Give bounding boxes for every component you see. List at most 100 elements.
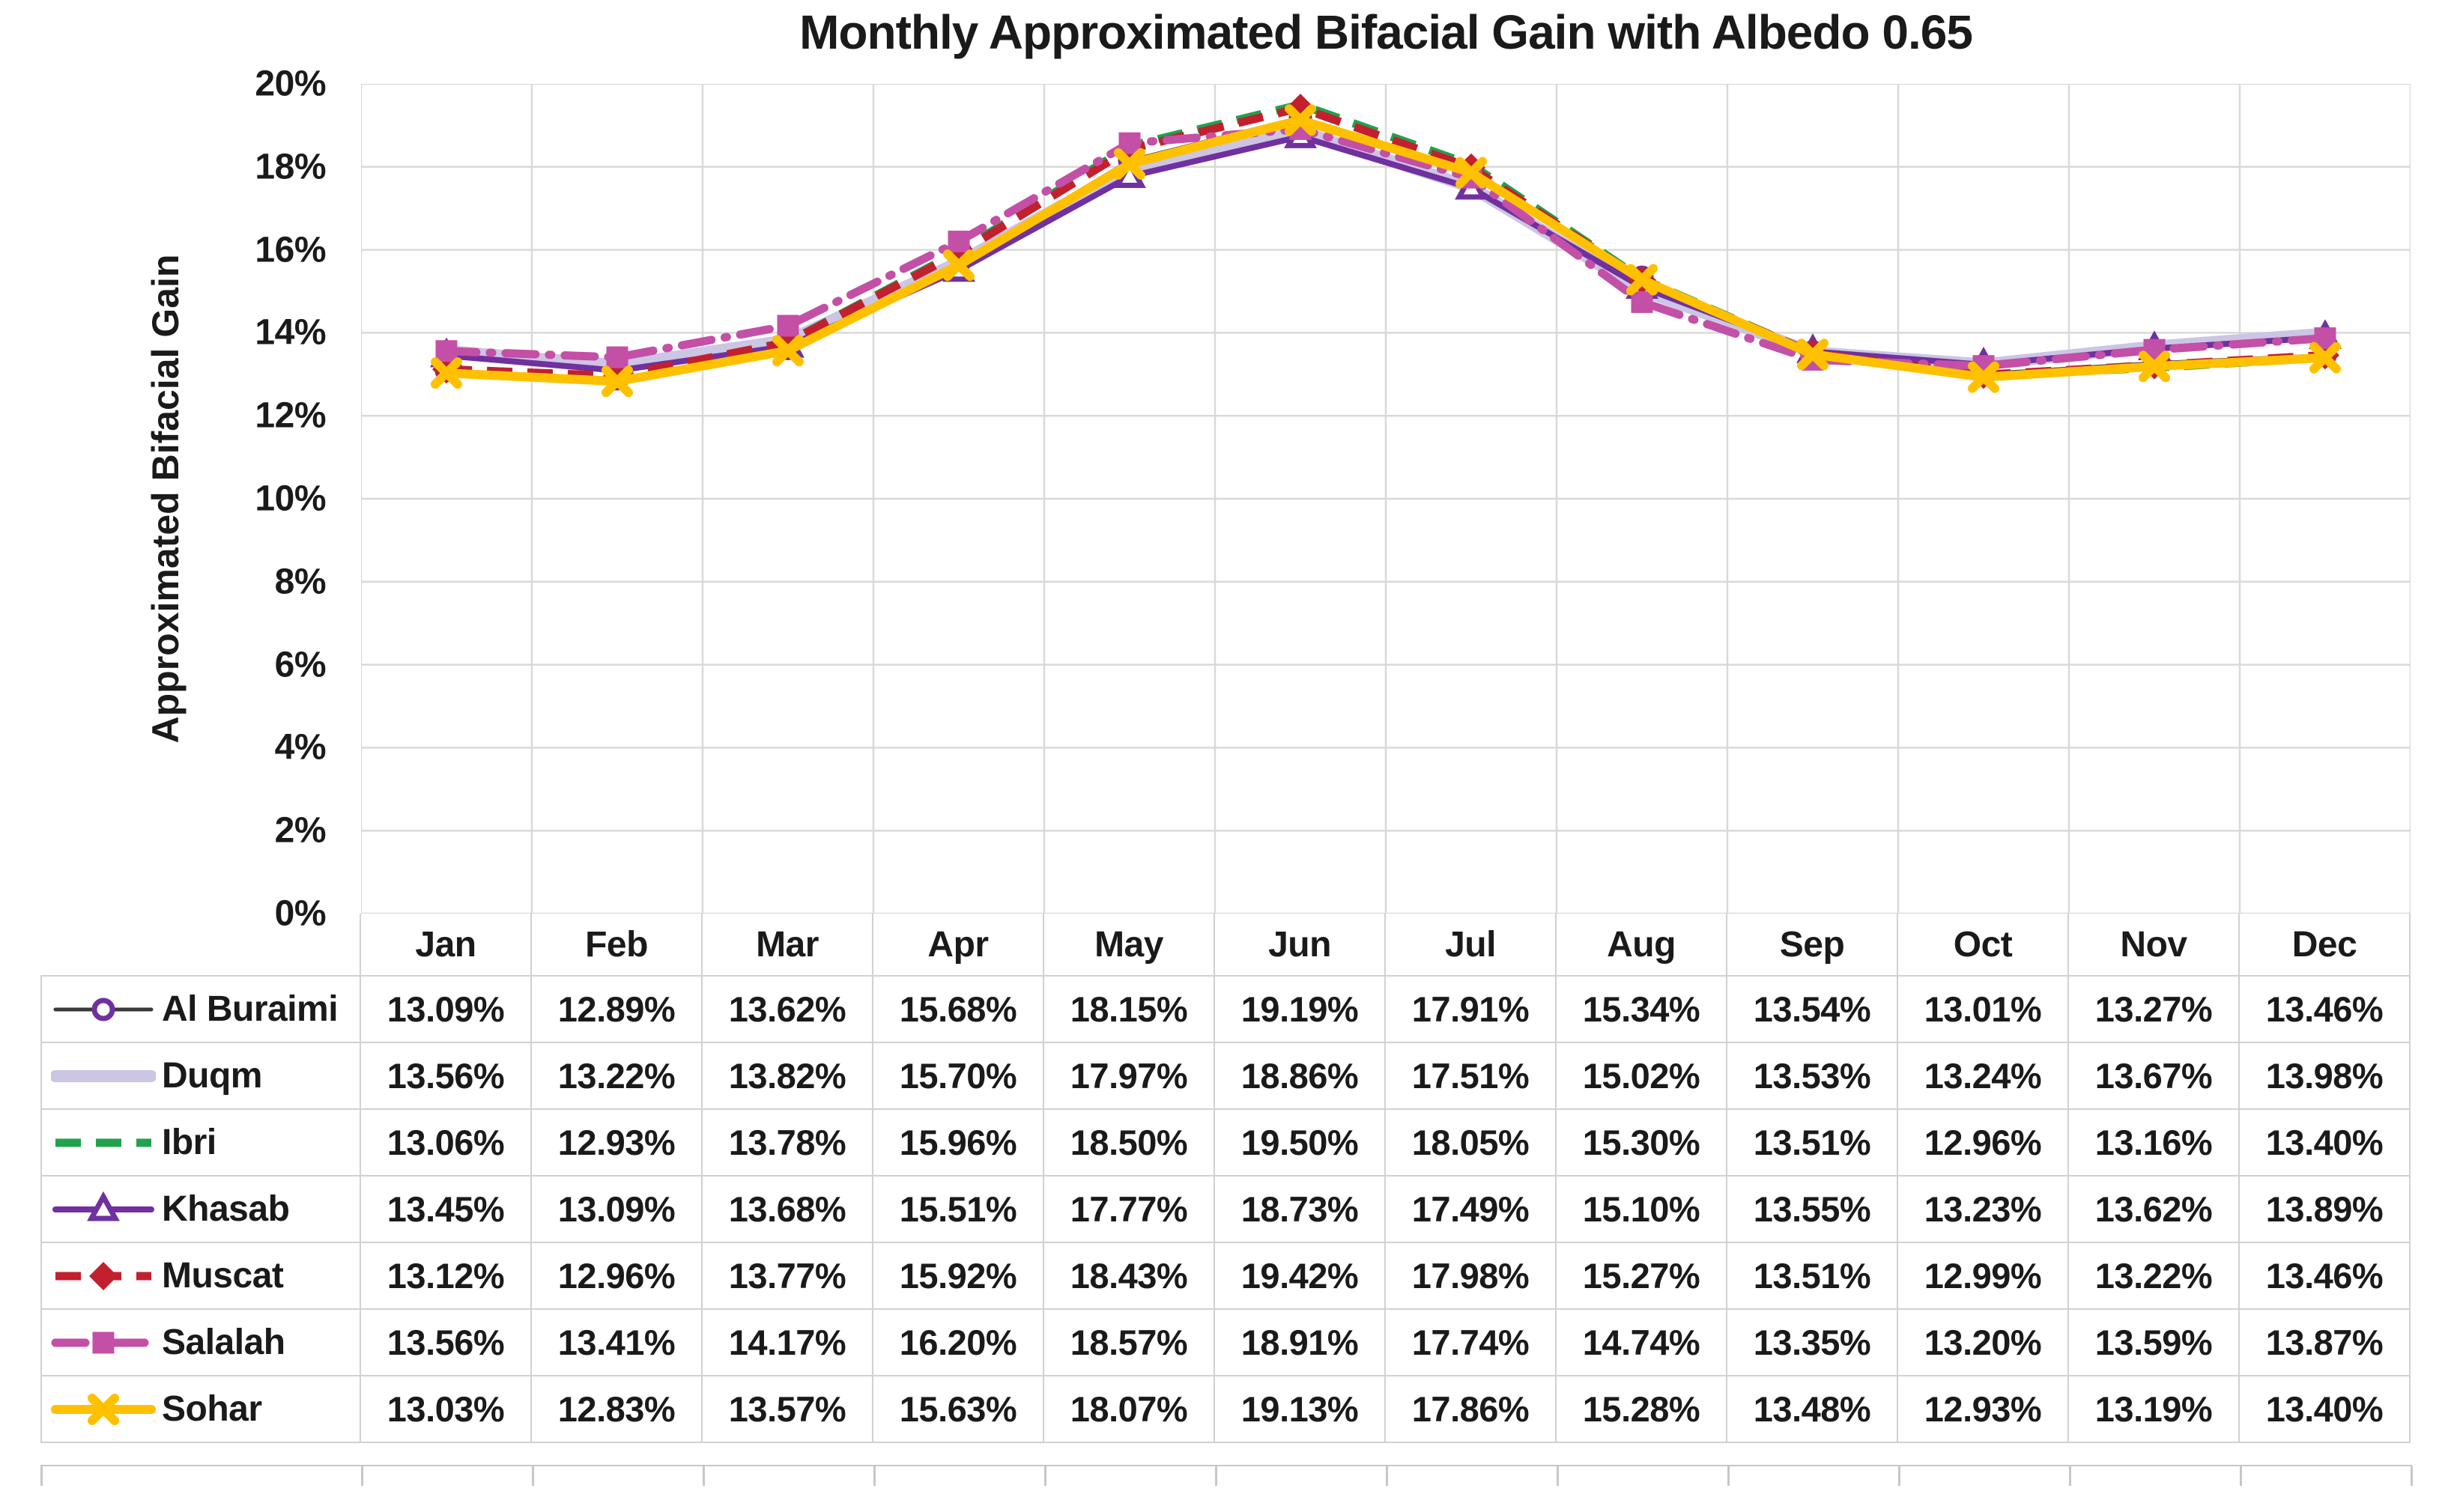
month-header-cell: Sep <box>1727 914 1898 977</box>
month-header-cell: Apr <box>873 914 1044 977</box>
month-header-cell: Aug <box>1557 914 1727 977</box>
axis-tick <box>1215 1466 1217 1486</box>
series-label: Sohar <box>162 1389 262 1429</box>
y-axis-tick-label: 10% <box>255 479 326 519</box>
series-label: Duqm <box>162 1056 262 1096</box>
table-value-cell: 15.70% <box>873 1043 1044 1110</box>
table-value-cell: 18.15% <box>1044 977 1215 1043</box>
table-value-cell: 13.46% <box>2240 1243 2411 1310</box>
table-value-cell: 13.89% <box>2240 1176 2411 1243</box>
month-header-cell: Nov <box>2069 914 2240 977</box>
table-value-cell: 15.02% <box>1557 1043 1727 1110</box>
table-value-cell: 13.22% <box>532 1043 703 1110</box>
series-line <box>442 124 2330 371</box>
table-value-cell: 13.56% <box>361 1043 532 1110</box>
table-value-cell: 17.74% <box>1386 1310 1557 1376</box>
month-header-cell: Jul <box>1386 914 1557 977</box>
khasab-legend-marker-icon <box>52 1191 154 1221</box>
table-value-cell: 13.56% <box>361 1310 532 1376</box>
table-value-cell: 18.73% <box>1215 1176 1386 1243</box>
table-value-cell: 18.50% <box>1044 1110 1215 1176</box>
legend-cell-khasab: Khasab <box>40 1176 361 1243</box>
legend-cell-sohar: Sohar <box>40 1376 361 1443</box>
month-header-cell: Feb <box>532 914 703 977</box>
series-label: Ibri <box>162 1123 216 1162</box>
table-value-cell: 13.62% <box>703 977 873 1043</box>
sohar-legend-marker-icon <box>51 1393 156 1425</box>
axis-tick <box>2411 1466 2413 1486</box>
table-value-cell: 13.51% <box>1727 1110 1898 1176</box>
axis-tick <box>1727 1466 1730 1486</box>
axis-tick <box>1898 1466 1900 1486</box>
table-value-cell: 13.48% <box>1727 1376 1898 1443</box>
axis-tick <box>532 1466 534 1486</box>
series-label: Salalah <box>162 1323 285 1362</box>
table-value-cell: 12.96% <box>1898 1110 2069 1176</box>
axis-tick <box>703 1466 705 1486</box>
axis-tick <box>2240 1466 2242 1486</box>
gridlines <box>361 84 2411 914</box>
table-value-cell: 15.34% <box>1557 977 1727 1043</box>
table-value-cell: 15.10% <box>1557 1176 1727 1243</box>
table-value-cell: 15.28% <box>1557 1376 1727 1443</box>
table-value-cell: 17.49% <box>1386 1176 1557 1243</box>
table-value-cell: 13.03% <box>361 1376 532 1443</box>
table-value-cell: 15.63% <box>873 1376 1044 1443</box>
table-value-cell: 13.22% <box>2069 1243 2240 1310</box>
table-value-cell: 13.09% <box>532 1176 703 1243</box>
month-header-cell: Dec <box>2240 914 2411 977</box>
table-value-cell: 19.50% <box>1215 1110 1386 1176</box>
axis-tick <box>873 1466 876 1486</box>
table-value-cell: 13.68% <box>703 1176 873 1243</box>
y-axis-tick-label: 14% <box>255 312 326 353</box>
legend-cell-duqm: Duqm <box>40 1043 361 1110</box>
y-axis-tick-label: 6% <box>274 645 327 685</box>
table-value-cell: 17.91% <box>1386 977 1557 1043</box>
table-value-cell: 19.13% <box>1215 1376 1386 1443</box>
table-value-cell: 17.86% <box>1386 1376 1557 1443</box>
table-value-cell: 13.54% <box>1727 977 1898 1043</box>
table-value-cell: 13.41% <box>532 1310 703 1376</box>
table-value-cell: 14.74% <box>1557 1310 1727 1376</box>
table-value-cell: 18.07% <box>1044 1376 1215 1443</box>
legend-cell-ibri: Ibri <box>40 1110 361 1176</box>
series-label: Al Buraimi <box>162 989 339 1029</box>
month-header-cell: Jan <box>361 914 532 977</box>
data-table-with-legend: Jan Feb Mar Apr May Jun Jul Aug Sep Oct Nov Dec Al B… <box>40 914 2411 1443</box>
table-value-cell: 13.12% <box>361 1243 532 1310</box>
y-axis-tick-label: 16% <box>255 230 326 270</box>
plot-area <box>361 84 2411 914</box>
table-value-cell: 15.96% <box>873 1110 1044 1176</box>
series-label: Muscat <box>162 1256 284 1296</box>
table-value-cell: 13.46% <box>2240 977 2411 1043</box>
table-value-cell: 17.77% <box>1044 1176 1215 1243</box>
table-value-cell: 12.93% <box>1898 1376 2069 1443</box>
table-value-cell: 13.19% <box>2069 1376 2240 1443</box>
salalah-legend-marker-icon <box>51 1332 156 1353</box>
table-value-cell: 13.98% <box>2240 1043 2411 1110</box>
table-value-cell: 13.20% <box>1898 1310 2069 1376</box>
table-value-cell: 18.43% <box>1044 1243 1215 1310</box>
table-bottom-ticks <box>40 1465 2413 1489</box>
table-value-cell: 13.82% <box>703 1043 873 1110</box>
axis-tick <box>2069 1466 2071 1486</box>
table-value-cell: 12.99% <box>1898 1243 2069 1310</box>
series-sohar <box>431 104 2341 398</box>
legend-cell-al-buraimi: Al Buraimi <box>40 977 361 1043</box>
table-value-cell: 17.97% <box>1044 1043 1215 1110</box>
table-value-cell: 16.20% <box>873 1310 1044 1376</box>
table-value-cell: 13.51% <box>1727 1243 1898 1310</box>
chart-title: Monthly Approximated Bifacial Gain with … <box>799 5 1973 59</box>
month-header-cell: Jun <box>1215 914 1386 977</box>
table-value-cell: 13.40% <box>2240 1110 2411 1176</box>
y-axis-title: Approximated Bifacial Gain <box>145 254 187 744</box>
table-corner-spacer <box>40 914 361 977</box>
table-value-cell: 13.59% <box>2069 1310 2240 1376</box>
table-value-cell: 18.57% <box>1044 1310 1215 1376</box>
legend-cell-muscat: Muscat <box>40 1243 361 1310</box>
axis-tick <box>40 1466 43 1486</box>
table-value-cell: 13.57% <box>703 1376 873 1443</box>
table-value-cell: 18.86% <box>1215 1043 1386 1110</box>
legend-cell-salalah: Salalah <box>40 1310 361 1376</box>
